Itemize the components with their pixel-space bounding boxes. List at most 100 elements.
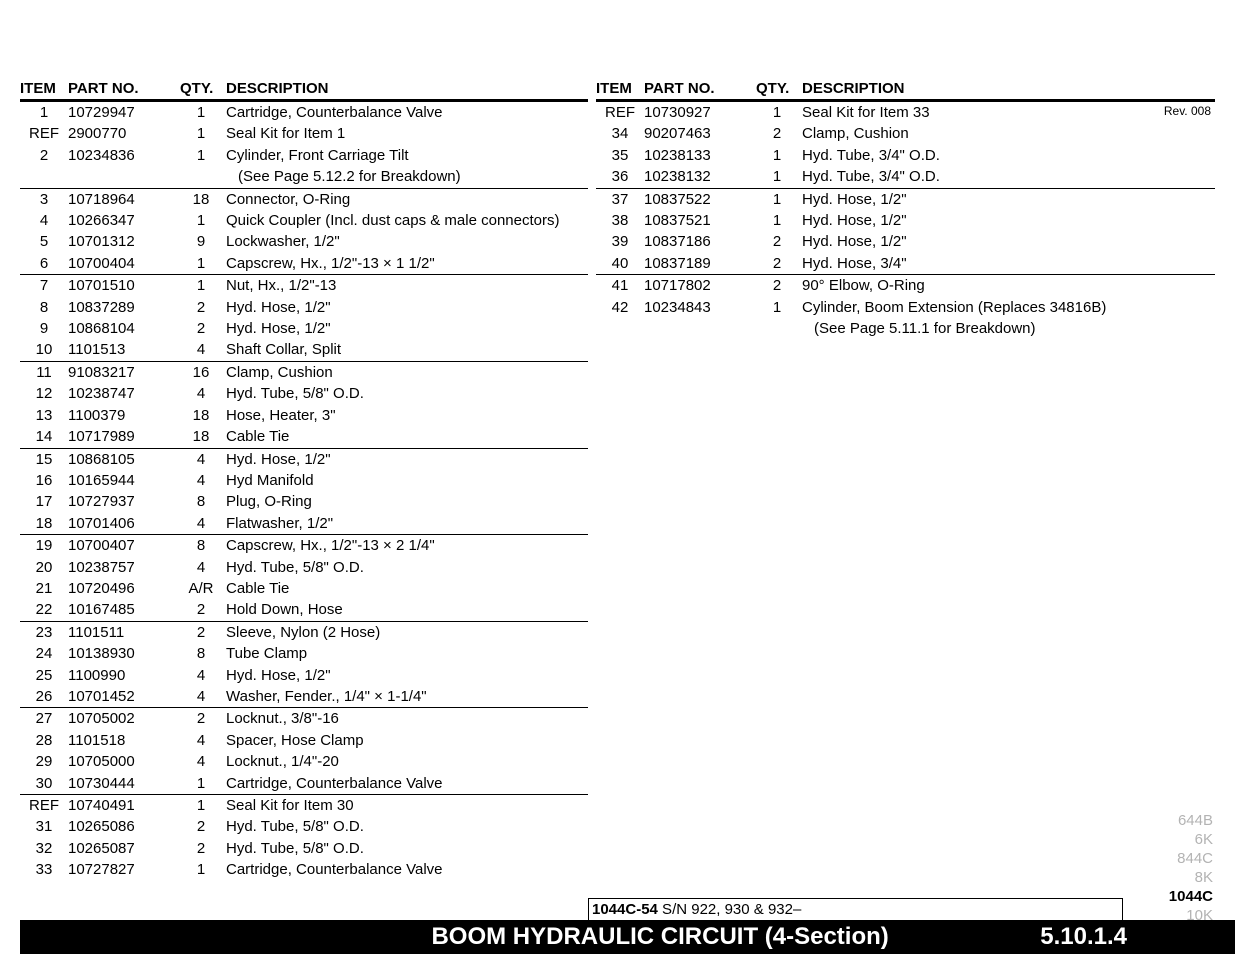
revision-note: Rev. 008: [1164, 104, 1211, 118]
cell-item: 25: [20, 665, 68, 686]
footer-title: BOOM HYDRAULIC CIRCUIT (4-Section): [171, 923, 888, 951]
cell-desc: Hyd. Tube, 3/4" O.D.: [802, 145, 1215, 166]
cell-item: 9: [20, 318, 68, 339]
cell-desc: 90° Elbow, O-Ring: [802, 275, 1215, 296]
cell-item: 35: [596, 145, 644, 166]
cell-desc: Cylinder, Boom Extension (Replaces 34816…: [802, 297, 1215, 318]
cell-partno: 10727937: [68, 491, 176, 512]
cell-qty: 8: [176, 643, 226, 664]
cell-item: 30: [20, 773, 68, 794]
cell-item: [596, 318, 644, 339]
table-row: 7107015101Nut, Hx., 1/2"-13: [20, 274, 588, 296]
cell-partno: 90207463: [644, 123, 752, 144]
col-header-qty: QTY.: [176, 80, 226, 97]
cell-item: 14: [20, 426, 68, 447]
cell-item: 33: [20, 859, 68, 880]
cell-desc: Hold Down, Hose: [226, 599, 588, 620]
left-column: ITEM PART NO. QTY. DESCRIPTION 110729947…: [20, 80, 588, 881]
cell-qty: 1: [752, 189, 802, 210]
cell-qty: 4: [176, 449, 226, 470]
table-row: 1011015134Shaft Collar, Split: [20, 339, 588, 360]
cell-qty: 2: [752, 275, 802, 296]
cell-partno: 10868105: [68, 449, 176, 470]
cell-partno: 10701312: [68, 231, 176, 252]
cell-item: [20, 166, 68, 187]
table-row: 4102663471Quick Coupler (Incl. dust caps…: [20, 210, 588, 231]
cell-desc: Hyd. Tube, 5/8" O.D.: [226, 838, 588, 859]
cell-desc: Capscrew, Hx., 1/2"-13 × 1 1/2": [226, 253, 588, 274]
footer-section: 5.10.1.4: [1040, 923, 1127, 951]
cell-qty: 2: [752, 123, 802, 144]
col-header-item: ITEM: [596, 80, 644, 97]
table-row: REF107309271Seal Kit for Item 33: [596, 101, 1215, 123]
cell-qty: 2: [176, 297, 226, 318]
table-row: 33107278271Cartridge, Counterbalance Val…: [20, 859, 588, 880]
right-table-body: REF107309271Seal Kit for Item 3334902074…: [596, 101, 1215, 339]
table-row: REF107404911Seal Kit for Item 30: [20, 794, 588, 816]
cell-qty: 1: [752, 102, 802, 123]
cell-partno: 10700404: [68, 253, 176, 274]
table-row: 31102650862Hyd. Tube, 5/8" O.D.: [20, 816, 588, 837]
cell-qty: 1: [176, 859, 226, 880]
cell-partno: 10717989: [68, 426, 176, 447]
table-row: 26107014524Washer, Fender., 1/4" × 1-1/4…: [20, 686, 588, 707]
table-row: 24101389308Tube Clamp: [20, 643, 588, 664]
cell-partno: 1100379: [68, 405, 176, 426]
cell-partno: 10238747: [68, 383, 176, 404]
cell-desc: Hyd. Hose, 1/2": [226, 665, 588, 686]
table-row: 39108371862Hyd. Hose, 1/2": [596, 231, 1215, 252]
cell-desc: Quick Coupler (Incl. dust caps & male co…: [226, 210, 588, 231]
cell-qty: 1: [176, 210, 226, 231]
cell-item: 6: [20, 253, 68, 274]
cell-item: 19: [20, 535, 68, 556]
cell-desc: Seal Kit for Item 33: [802, 102, 1215, 123]
cell-item: 7: [20, 275, 68, 296]
cell-desc: Plug, O-Ring: [226, 491, 588, 512]
cell-qty: 1: [176, 253, 226, 274]
cell-qty: 16: [176, 362, 226, 383]
cell-partno: [644, 318, 752, 339]
cell-item: REF: [20, 123, 68, 144]
cell-qty: 4: [176, 557, 226, 578]
cell-desc: Cable Tie: [226, 426, 588, 447]
cell-desc: Shaft Collar, Split: [226, 339, 588, 360]
cell-partno: 10700407: [68, 535, 176, 556]
cell-item: 31: [20, 816, 68, 837]
table-row: 22101674852Hold Down, Hose: [20, 599, 588, 620]
table-row: 9108681042Hyd. Hose, 1/2": [20, 318, 588, 339]
cell-partno: 10730927: [644, 102, 752, 123]
cell-item: 11: [20, 362, 68, 383]
table-row: 2102348361Cylinder, Front Carriage Tilt: [20, 145, 588, 166]
cell-item: 1: [20, 102, 68, 123]
table-row: (See Page 5.12.2 for Breakdown): [20, 166, 588, 187]
cell-partno: 10238132: [644, 166, 752, 187]
cell-item: 8: [20, 297, 68, 318]
model-note-bold: 1044C-54: [592, 901, 658, 918]
cell-item: 2: [20, 145, 68, 166]
footer-bar: BOOM HYDRAULIC CIRCUIT (4-Section) 5.10.…: [20, 920, 1235, 954]
cell-desc: Spacer, Hose Clamp: [226, 730, 588, 751]
cell-partno: 10701406: [68, 513, 176, 534]
cell-desc: Cartridge, Counterbalance Valve: [226, 773, 588, 794]
table-row: 29107050004Locknut., 1/4"-20: [20, 751, 588, 772]
cell-partno: 10740491: [68, 795, 176, 816]
cell-item: 29: [20, 751, 68, 772]
cell-qty: 1: [176, 123, 226, 144]
cell-qty: [752, 318, 802, 339]
col-header-item: ITEM: [20, 80, 68, 97]
cell-qty: [176, 166, 226, 187]
model-sidebar-item: 644B: [1169, 811, 1213, 830]
table-row: REF29007701Seal Kit for Item 1: [20, 123, 588, 144]
table-row: 2311015112Sleeve, Nylon (2 Hose): [20, 621, 588, 643]
cell-desc: Hyd. Tube, 5/8" O.D.: [226, 383, 588, 404]
model-note-rest: S/N 922, 930 & 932–: [658, 901, 801, 918]
table-row: 31071896418Connector, O-Ring: [20, 188, 588, 210]
model-sidebar-item: 1044C: [1169, 887, 1213, 906]
table-row: 13110037918Hose, Heater, 3": [20, 405, 588, 426]
cell-partno: 10234836: [68, 145, 176, 166]
col-header-partno: PART NO.: [644, 80, 752, 97]
cell-partno: 10730444: [68, 773, 176, 794]
cell-qty: 2: [176, 838, 226, 859]
cell-desc: Tube Clamp: [226, 643, 588, 664]
model-sidebar-item: 8K: [1169, 868, 1213, 887]
